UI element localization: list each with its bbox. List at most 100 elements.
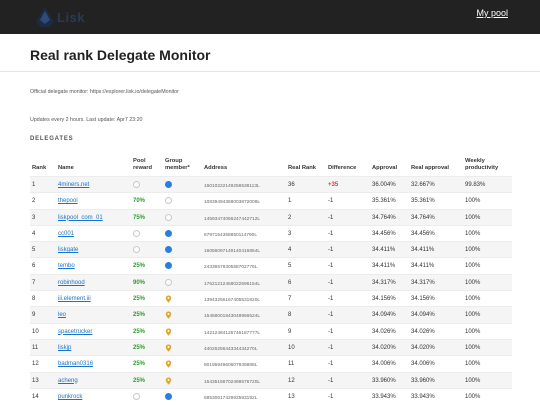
header-rank: Rank: [32, 165, 47, 171]
weekly-productivity-cell: 100%: [465, 263, 481, 270]
approval-cell: 34.026%: [372, 328, 396, 335]
header-name: Name: [58, 165, 74, 171]
title-divider: [0, 71, 540, 72]
map-pin-icon: [165, 377, 172, 385]
real-rank-cell: 5: [288, 263, 292, 270]
table-row: 2 thepool 70% 10839494368003872009L 1 -1 35.36…: [30, 192, 512, 208]
rank-cell: 13: [32, 377, 39, 384]
delegate-name-link[interactable]: iii.element.iii: [58, 296, 91, 303]
logo-text: Lisk: [57, 10, 86, 25]
weekly-productivity-cell: 100%: [465, 296, 481, 303]
delegate-name-link[interactable]: 4miners.net: [58, 182, 90, 188]
real-approval-cell: 34.006%: [411, 361, 435, 368]
address-cell: 6797154358850114790L: [204, 232, 257, 238]
real-rank-cell: 10: [288, 344, 295, 351]
header-approval: Approval: [372, 165, 398, 171]
address-cell: 16056097149140416854L: [204, 249, 261, 255]
address-cell: 6853061742992593192L: [204, 395, 258, 401]
delegate-name-link[interactable]: liskgate: [58, 247, 79, 254]
table-row: 8 iii.element.iii 25% 13943256167405531820L…: [30, 290, 512, 306]
difference-cell: -1: [328, 344, 334, 351]
map-pin-icon: [165, 311, 172, 319]
pool-reward-cell: 25%: [133, 263, 146, 270]
address-cell: 8019594960607939888L: [204, 363, 258, 369]
empty-circle-icon: [133, 229, 140, 237]
delegate-name-link[interactable]: punkrock: [58, 393, 83, 400]
official-monitor-note: Official delegate monitor: https://explo…: [30, 89, 179, 95]
map-pin-icon: [165, 344, 172, 352]
map-pin-icon: [165, 295, 172, 303]
real-rank-cell: 11: [288, 361, 295, 368]
delegate-name-link[interactable]: badman0316: [58, 361, 94, 368]
rank-cell: 5: [32, 247, 36, 254]
delegate-name-link[interactable]: acheng: [58, 377, 78, 384]
lisk-logo[interactable]: Lisk: [35, 6, 95, 28]
header-group-member: Group member*: [165, 158, 190, 171]
weekly-productivity-cell: 100%: [465, 230, 481, 237]
real-approval-cell: 34.764%: [411, 214, 435, 221]
weekly-productivity-cell: 100%: [465, 312, 481, 319]
page-title: Real rank Delegate Monitor: [30, 47, 211, 63]
weekly-productivity-cell: 100%: [465, 393, 481, 400]
delegate-name-link[interactable]: leo: [58, 312, 67, 319]
approval-cell: 33.943%: [372, 393, 396, 400]
blue-dot-icon: [165, 181, 172, 188]
delegate-name-link[interactable]: spacetrucker: [58, 328, 93, 335]
approval-cell: 33.960%: [372, 377, 396, 384]
table-row: 5 liskgate 16056097149140416854L 4 -1 34.411%…: [30, 241, 512, 258]
address-cell: 13943256167405531820L: [204, 298, 261, 304]
delegate-name-link[interactable]: thepool: [58, 198, 78, 205]
real-rank-cell: 8: [288, 312, 292, 319]
real-rank-cell: 7: [288, 296, 292, 303]
approval-cell: 34.020%: [372, 344, 396, 351]
address-cell: 15458001843048966524L: [204, 314, 261, 320]
real-approval-cell: 34.020%: [411, 344, 435, 351]
real-approval-cell: 34.456%: [411, 230, 435, 237]
empty-circle-icon: [133, 181, 140, 188]
difference-cell: -1: [328, 361, 334, 368]
rank-cell: 7: [32, 279, 36, 286]
rank-cell: 2: [32, 198, 36, 205]
delegate-name-link[interactable]: tembo: [58, 263, 75, 270]
real-approval-cell: 34.317%: [411, 279, 435, 286]
difference-cell: -1: [328, 377, 334, 384]
weekly-productivity-cell: 100%: [465, 377, 481, 384]
rank-cell: 14: [32, 393, 39, 400]
table-row: 3 liskpool_com_01 75% 14593474056247442712L…: [30, 208, 512, 225]
delegate-name-link[interactable]: cc001: [58, 230, 75, 237]
empty-circle-icon: [165, 197, 172, 205]
address-cell: 2433657930558702776L: [204, 265, 258, 271]
real-rank-cell: 36: [288, 182, 295, 188]
approval-cell: 36.004%: [372, 182, 396, 188]
my-pool-link[interactable]: My pool: [476, 8, 508, 18]
real-approval-cell: 34.094%: [411, 312, 435, 319]
pool-reward-cell: 25%: [133, 312, 146, 319]
blue-dot-icon: [165, 229, 172, 237]
pool-reward-cell: 25%: [133, 377, 146, 384]
approval-cell: 34.764%: [372, 214, 396, 221]
address-cell: 15435156702499576720L: [204, 379, 261, 385]
weekly-productivity-cell: 100%: [465, 214, 481, 221]
header-weekly-productivity: Weekly productivity: [465, 158, 499, 171]
difference-cell: -1: [328, 328, 334, 335]
difference-cell: +35: [328, 182, 339, 188]
navbar: Lisk My pool: [0, 0, 540, 34]
real-approval-cell: 33.943%: [411, 393, 435, 400]
approval-cell: 34.156%: [372, 296, 396, 303]
table-row: 10 spacetrucker 25% 14212484126746187777L 9 -…: [30, 322, 512, 339]
weekly-productivity-cell: 100%: [465, 361, 481, 368]
weekly-productivity-cell: 100%: [465, 344, 481, 351]
address-cell: 14212484126746187777L: [204, 330, 261, 336]
table-row: 9 leo 25% 15458001843048966524L 8 -1 34.094% 34…: [30, 306, 512, 323]
difference-cell: -1: [328, 279, 334, 286]
weekly-productivity-cell: 100%: [465, 247, 481, 254]
delegate-name-link[interactable]: liskpool_com_01: [58, 214, 103, 221]
approval-cell: 34.317%: [372, 279, 396, 286]
delegate-name-link[interactable]: liskjp: [58, 344, 72, 351]
difference-cell: -1: [328, 312, 334, 319]
real-rank-cell: 3: [288, 230, 292, 237]
weekly-productivity-cell: 99.83%: [465, 182, 486, 188]
map-pin-icon: [165, 360, 172, 368]
difference-cell: -1: [328, 198, 334, 205]
delegate-name-link[interactable]: robinhood: [58, 279, 85, 286]
